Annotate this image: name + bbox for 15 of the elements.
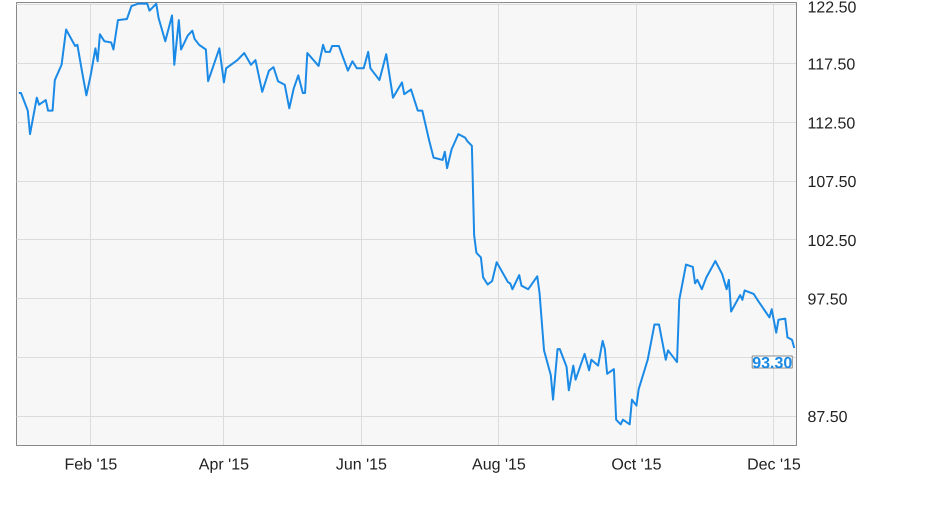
x-tick-label: Feb '15: [64, 456, 118, 474]
y-tick-label: 117.50: [808, 56, 856, 74]
x-tick-label: Aug '15: [472, 456, 526, 474]
x-tick-label: Dec '15: [747, 456, 801, 474]
y-tick-label: 112.50: [808, 115, 856, 132]
x-tick-label: Apr '15: [198, 456, 250, 474]
y-tick-label: 87.50: [808, 409, 848, 426]
line-series: [18, 2, 796, 426]
x-tick-label: Oct '15: [611, 456, 662, 474]
y-tick-label: 107.50: [808, 174, 857, 192]
y-tick-label: 97.50: [808, 292, 848, 309]
x-tick-label: Jun '15: [336, 456, 388, 474]
annotation: 93.30: [752, 354, 792, 372]
y-tick-label: 102.50: [808, 232, 857, 250]
y-tick-label: 122.50: [808, 0, 857, 16]
